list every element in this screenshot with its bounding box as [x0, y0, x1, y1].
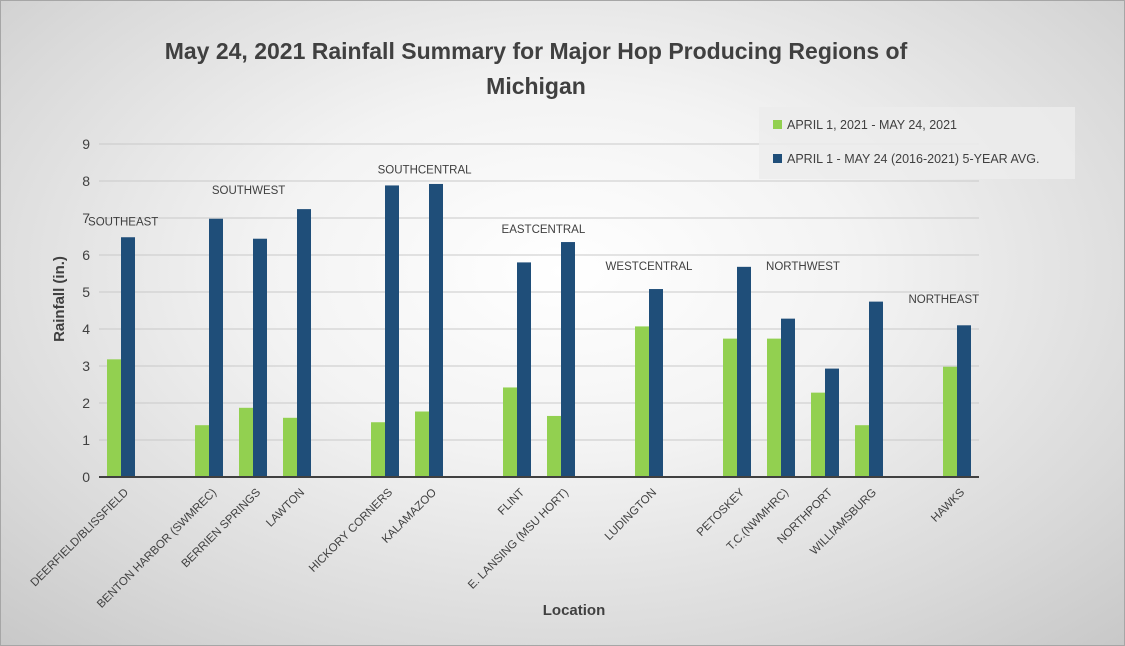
bar-five-year-avg	[957, 325, 971, 477]
bar-five-year-avg	[737, 266, 751, 477]
bar-five-year-avg	[781, 318, 795, 477]
region-label: SOUTHEAST	[88, 216, 158, 228]
bar-current	[107, 359, 121, 477]
chart-title-line-1: May 24, 2021 Rainfall Summary for Major …	[165, 38, 908, 64]
legend-label-average: APRIL 1 - MAY 24 (2016-2021) 5-YEAR AVG.	[787, 152, 1039, 166]
bar-five-year-avg	[561, 242, 575, 477]
bar-five-year-avg	[209, 218, 223, 478]
region-label: NORTHEAST	[908, 294, 979, 306]
bar-current	[371, 422, 385, 477]
region-label: SOUTHWEST	[212, 185, 285, 197]
gridlines	[99, 143, 979, 441]
x-category-label: LUDINGTON	[603, 487, 659, 543]
x-axis-title: Location	[543, 602, 606, 619]
bar-five-year-avg	[517, 262, 531, 477]
y-axis-title: Rainfall (in.)	[51, 256, 68, 342]
bar-current	[723, 338, 737, 477]
chart-title-line-2: Michigan	[486, 73, 586, 99]
x-category-label: BERRIEN SPRINGS	[180, 486, 264, 570]
x-category-label: DEERFIELD/BLISSFIELD	[29, 487, 131, 589]
y-tick-label: 7	[82, 210, 90, 226]
bar-current	[283, 417, 297, 477]
x-category-label: HICKORY CORNERS	[307, 486, 395, 574]
region-label: SOUTHCENTRAL	[378, 165, 473, 177]
x-category-label: LAWTON	[264, 487, 307, 530]
bar-five-year-avg	[253, 238, 267, 477]
y-tick-label: 9	[82, 136, 90, 152]
legend: APRIL 1, 2021 - MAY 24, 2021 APRIL 1 - M…	[759, 107, 1075, 179]
bars	[107, 183, 971, 478]
bar-five-year-avg	[869, 301, 883, 477]
y-tick-label: 4	[82, 321, 90, 337]
y-axis-ticks: 0 1 2 3 4 5 6 7 8 9	[82, 136, 90, 485]
bar-current	[503, 387, 517, 477]
bar-current	[767, 338, 781, 477]
y-tick-label: 5	[82, 284, 90, 300]
bar-current	[415, 411, 429, 477]
bar-five-year-avg	[297, 209, 311, 477]
bar-current	[547, 415, 561, 477]
bar-current	[195, 425, 209, 477]
region-label: NORTHWEST	[766, 261, 840, 273]
bar-five-year-avg	[825, 368, 839, 477]
legend-swatch-current	[773, 120, 782, 129]
x-category-label: HAWKS	[929, 486, 967, 524]
bar-five-year-avg	[121, 237, 135, 477]
bar-current	[239, 407, 253, 477]
y-tick-label: 8	[82, 173, 90, 189]
bar-current	[943, 366, 957, 477]
y-tick-label: 0	[82, 469, 90, 485]
bar-five-year-avg	[429, 183, 443, 477]
y-tick-label: 6	[82, 247, 90, 263]
x-category-label: FLINT	[496, 487, 527, 518]
region-labels: SOUTHEAST SOUTHWEST SOUTHCENTRAL EASTCENTRA…	[88, 165, 979, 307]
bar-current	[635, 326, 649, 477]
region-label: EASTCENTRAL	[502, 224, 586, 236]
bar-five-year-avg	[385, 185, 399, 477]
legend-label-current: APRIL 1, 2021 - MAY 24, 2021	[787, 118, 957, 132]
bar-current	[811, 392, 825, 477]
bar-current	[855, 425, 869, 477]
legend-box	[759, 107, 1075, 179]
y-tick-label: 3	[82, 358, 90, 374]
legend-swatch-average	[773, 154, 782, 163]
y-tick-label: 1	[82, 432, 90, 448]
bar-five-year-avg	[649, 289, 663, 477]
y-tick-label: 2	[82, 395, 90, 411]
region-label: WESTCENTRAL	[606, 261, 694, 273]
